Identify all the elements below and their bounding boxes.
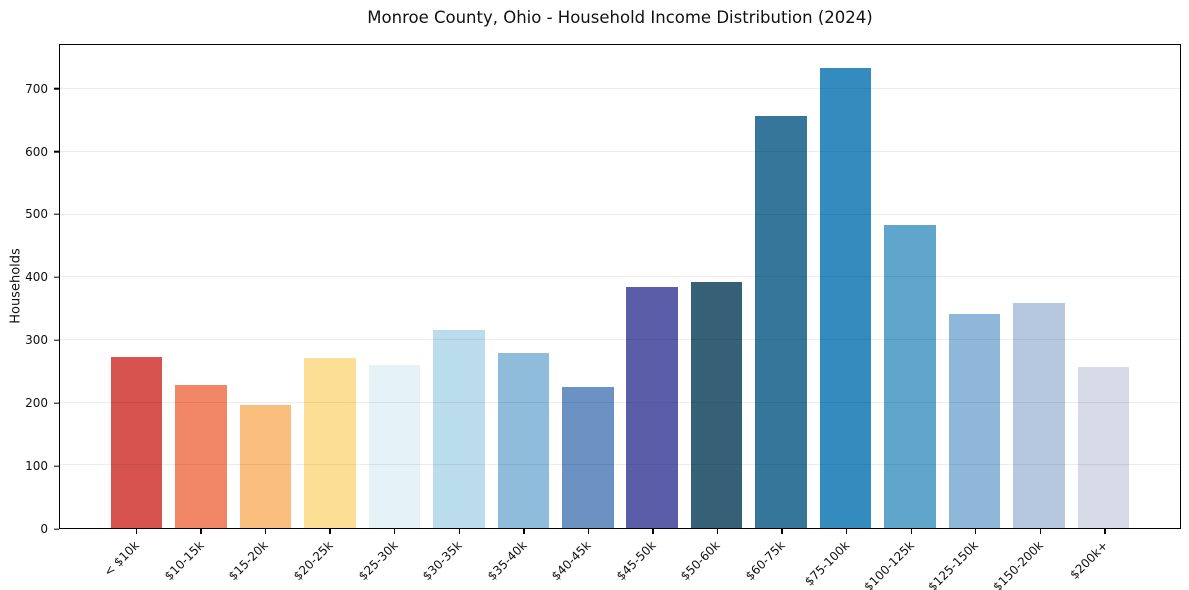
y-tick-label: 400 (25, 270, 48, 285)
y-tick-mark (54, 276, 59, 279)
gridline (60, 88, 1180, 90)
bar (110, 356, 163, 528)
x-tick-label: $60-75k (742, 538, 788, 584)
x-tick-label: $30-35k (419, 538, 465, 584)
x-tick-label: $150-200k (990, 538, 1046, 590)
gridline (60, 276, 1180, 278)
bars-layer (60, 45, 1180, 528)
y-tick-label: 700 (25, 81, 48, 96)
x-tick-mark (135, 529, 138, 534)
x-tick-label: $75-100k (801, 538, 853, 589)
x-tick-label: $20-25k (290, 538, 336, 584)
x-tick-mark (975, 529, 977, 534)
y-tick-mark (54, 339, 59, 341)
x-tick-mark (587, 529, 590, 534)
y-tick-mark (54, 87, 59, 90)
y-tick-label: 100 (25, 459, 48, 474)
x-tick-label: $10-15k (161, 538, 207, 584)
x-tick-mark (458, 529, 460, 534)
y-tick-mark (54, 465, 59, 467)
x-tick-label: $200k+ (1066, 538, 1111, 582)
x-tick-mark (329, 529, 331, 534)
x-tick-mark (200, 529, 202, 534)
x-tick-label: $25-30k (355, 538, 401, 584)
bar (884, 224, 936, 528)
bar (819, 68, 872, 528)
bar (1077, 367, 1130, 528)
bar (433, 330, 485, 528)
bar (175, 384, 227, 528)
y-tick-label: 300 (25, 333, 48, 348)
y-tick-label: 0 (40, 522, 48, 536)
x-tick-label: $100-125k (861, 538, 917, 590)
y-tick-label: 600 (25, 144, 48, 159)
y-tick-mark (54, 528, 59, 530)
bar (368, 364, 421, 528)
x-tick-label: $45-50k (613, 538, 659, 584)
plot-area (59, 44, 1181, 529)
bar (690, 281, 743, 528)
x-tick-mark (394, 529, 396, 534)
x-tick-label: $35-40k (484, 538, 530, 584)
bar (497, 352, 550, 528)
bar (948, 314, 1001, 528)
y-tick-mark (54, 150, 59, 153)
x-tick-mark (264, 529, 267, 534)
x-tick-label: $15-20k (226, 538, 272, 584)
bar (239, 404, 292, 528)
y-tick-mark (54, 213, 59, 216)
bar (304, 358, 356, 528)
x-axis: < $10k $10-15k $15-20k $20-25k $25-30k $30-35… (0, 529, 1189, 590)
gridline (60, 401, 1180, 403)
gridline (60, 339, 1180, 341)
x-tick-mark (845, 529, 848, 534)
bar (626, 287, 678, 528)
y-tick-mark (54, 402, 59, 404)
gridline (60, 464, 1180, 466)
x-tick-label: < $10k (101, 538, 143, 580)
bar (755, 115, 807, 528)
gridlines-layer (60, 45, 1180, 528)
x-tick-mark (910, 529, 912, 534)
chart-title: Monroe County, Ohio - Household Income D… (367, 8, 873, 27)
bar (1013, 303, 1065, 528)
x-tick-mark (781, 529, 783, 534)
x-tick-mark (716, 529, 719, 534)
gridline (60, 213, 1180, 215)
x-tick-mark (1104, 529, 1106, 534)
gridline (60, 151, 1180, 153)
x-tick-label: $125-150k (925, 538, 982, 590)
x-tick-mark (652, 529, 654, 534)
x-tick-label: $50-60k (678, 538, 724, 584)
y-tick-label: 200 (25, 396, 48, 411)
bar (562, 387, 614, 528)
x-tick-label: $40-45k (549, 538, 594, 584)
x-tick-mark (523, 529, 525, 534)
y-tick-label: 500 (25, 207, 48, 222)
y-axis: 0 100 200 300 400 500 600 700 (0, 44, 59, 535)
x-tick-mark (1039, 529, 1041, 534)
